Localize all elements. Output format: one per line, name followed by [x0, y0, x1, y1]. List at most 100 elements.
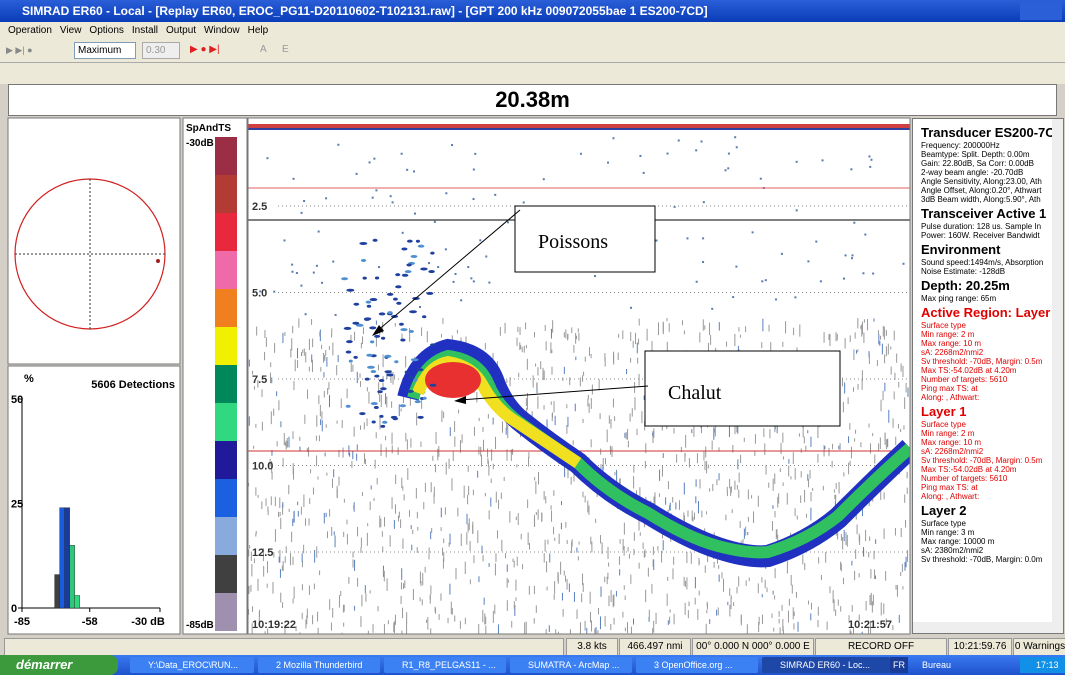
noise-speck — [748, 517, 749, 522]
window-controls[interactable] — [1020, 2, 1062, 20]
value-input[interactable]: 0.30 — [142, 42, 180, 59]
noise-speck — [497, 530, 498, 538]
noise-speck — [255, 424, 256, 428]
toolbar-button[interactable]: A — [260, 44, 270, 58]
task-item[interactable]: 3 OpenOffice.org ... — [636, 657, 758, 673]
noise-speck — [630, 575, 631, 584]
range-dropdown[interactable]: Maximum — [74, 42, 136, 59]
record-controls[interactable]: ▶ ● ▶| — [190, 44, 240, 58]
task-item[interactable]: 2 Mozilla Thunderbird — [258, 657, 380, 673]
noise-speck — [506, 380, 507, 383]
noise-speck — [331, 622, 332, 630]
language[interactable]: FR — [890, 657, 908, 673]
noise-speck — [412, 530, 413, 535]
noise-speck — [279, 497, 280, 508]
noise-speck — [692, 517, 693, 522]
info-line: Max TS:-54.02dB at 4.20m — [921, 366, 1049, 375]
task-item[interactable]: SUMATRA - ArcMap ... — [510, 657, 632, 673]
noise-speck — [873, 595, 874, 606]
scrollbar[interactable] — [1052, 119, 1063, 633]
task-item[interactable]: Y:\Data_EROC\RUN... — [130, 657, 254, 673]
noise-speck — [325, 197, 327, 199]
menu-item[interactable]: Operation — [8, 25, 52, 36]
noise-speck — [505, 553, 506, 558]
noise-speck — [745, 527, 746, 536]
noise-speck — [575, 357, 576, 361]
noise-speck — [326, 357, 327, 367]
noise-speck — [536, 512, 537, 515]
noise-speck — [286, 441, 287, 450]
colorbar — [215, 137, 237, 631]
noise-speck — [343, 532, 344, 537]
noise-speck — [586, 628, 587, 636]
noise-speck — [775, 568, 776, 578]
noise-speck — [411, 545, 412, 551]
noise-speck — [727, 487, 728, 492]
noise-speck — [624, 585, 625, 590]
noise-speck — [540, 361, 541, 369]
menu-item[interactable]: Help — [248, 25, 269, 36]
noise-speck — [554, 594, 555, 600]
menu-item[interactable]: View — [60, 25, 82, 36]
noise-speck — [376, 432, 377, 438]
menu-item[interactable]: Output — [166, 25, 196, 36]
noise-speck — [562, 593, 563, 601]
noise-speck — [832, 461, 833, 468]
noise-speck — [398, 516, 399, 522]
noise-speck — [850, 168, 852, 170]
noise-speck — [878, 330, 879, 334]
noise-speck — [256, 327, 257, 336]
noise-speck — [278, 512, 279, 517]
noise-speck — [321, 345, 322, 349]
noise-speck — [392, 201, 394, 203]
noise-speck — [684, 483, 685, 495]
noise-speck — [319, 570, 320, 575]
noise-speck — [551, 505, 552, 509]
noise-speck — [853, 349, 854, 360]
noise-speck — [554, 401, 555, 412]
noise-speck — [329, 395, 330, 407]
scrollbar[interactable] — [913, 622, 1052, 633]
noise-speck — [407, 439, 408, 449]
noise-speck — [845, 254, 847, 256]
noise-speck — [810, 508, 811, 521]
start-button[interactable]: démarrer — [0, 655, 118, 675]
noise-speck — [662, 465, 663, 477]
noise-speck — [473, 490, 474, 496]
info-line: 3dB Beam width, Along:5.90°, Ath — [921, 195, 1049, 204]
task-item[interactable]: R1_R8_PELGAS11 - ... — [384, 657, 506, 673]
noise-speck — [272, 582, 273, 594]
noise-speck — [293, 463, 294, 475]
title-bar: SIMRAD ER60 - Local - [Replay ER60, EROC… — [0, 0, 1065, 22]
noise-speck — [779, 611, 780, 617]
noise-speck — [691, 429, 692, 433]
noise-speck — [591, 354, 592, 358]
noise-speck — [737, 459, 738, 469]
noise-speck — [731, 598, 732, 609]
fish-echo — [365, 378, 370, 381]
noise-speck — [878, 334, 879, 344]
noise-speck — [407, 468, 408, 480]
noise-speck — [434, 221, 436, 223]
noise-speck — [516, 464, 517, 467]
x-tick-label: -58 — [82, 616, 98, 628]
noise-speck — [801, 471, 802, 477]
play-controls[interactable]: ▶ ▶| ● — [6, 45, 66, 57]
noise-speck — [495, 437, 496, 449]
noise-speck — [534, 586, 535, 594]
toolbar-button[interactable]: E — [282, 44, 292, 58]
menu-item[interactable]: Install — [132, 25, 158, 36]
menu-item[interactable]: Window — [204, 25, 240, 36]
menu-item[interactable]: Options — [89, 25, 123, 36]
noise-speck — [678, 140, 680, 142]
noise-speck — [713, 427, 714, 440]
noise-speck — [623, 539, 624, 550]
info-line: Along: , Athwart: — [921, 393, 1049, 402]
noise-speck — [293, 178, 295, 180]
noise-speck — [467, 495, 468, 504]
annotation: Chalut — [668, 382, 722, 404]
noise-speck — [289, 437, 290, 448]
noise-speck — [761, 342, 762, 348]
task-item[interactable]: SIMRAD ER60 - Loc... — [762, 657, 890, 673]
noise-speck — [292, 557, 293, 565]
